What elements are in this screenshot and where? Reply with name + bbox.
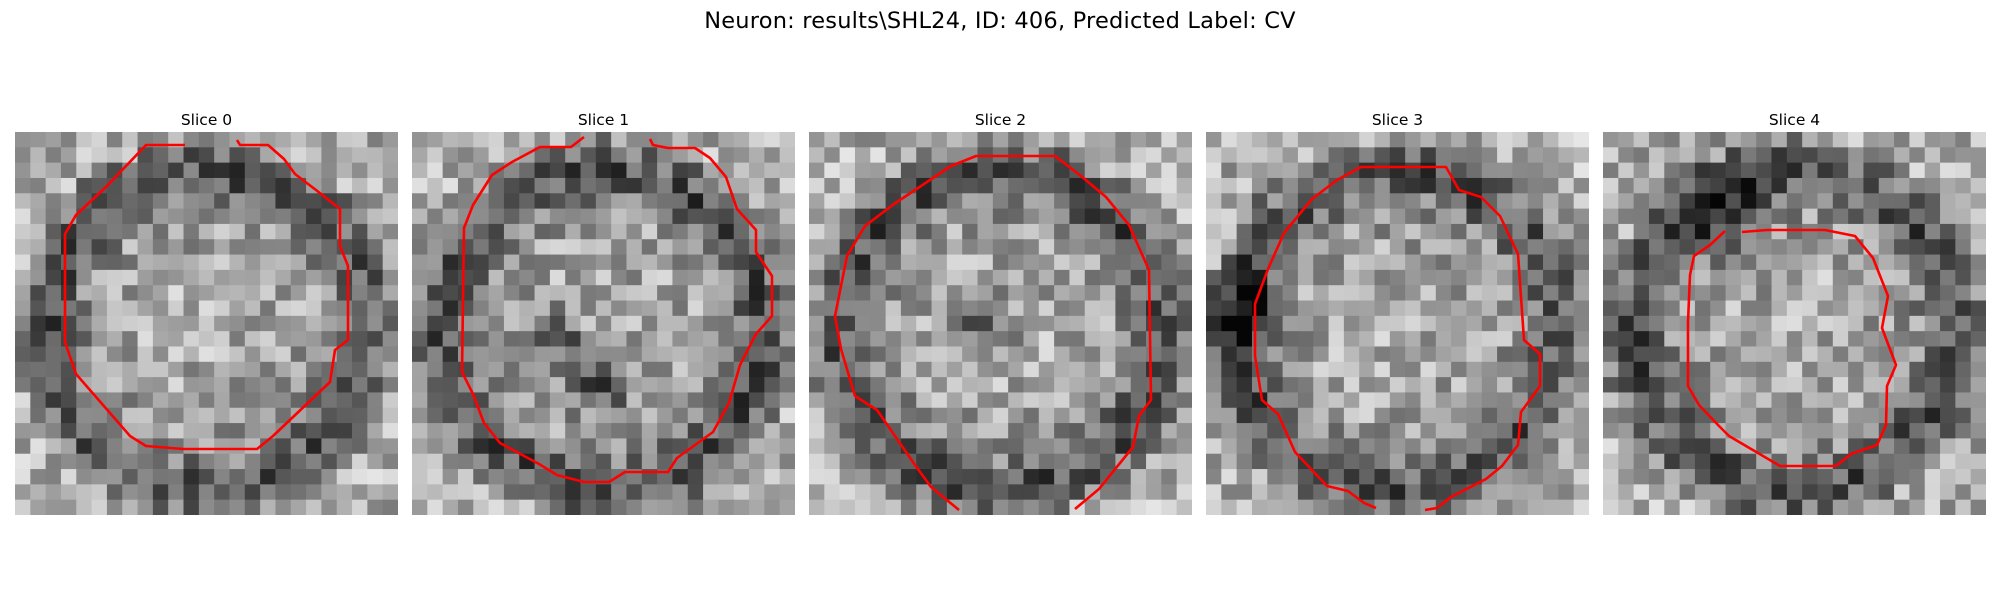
slice-image [1603, 132, 1986, 515]
grayscale-pixel-grid [1603, 132, 1986, 515]
slice-panel-3: Slice 3 [1206, 109, 1589, 515]
slice-image [412, 132, 795, 515]
slice-panel-1: Slice 1 [412, 109, 795, 515]
contour-line [63, 139, 350, 451]
slice-title: Slice 4 [1768, 111, 1821, 129]
slice-image [1206, 132, 1589, 515]
grayscale-pixel-grid [1206, 132, 1589, 515]
contour-line [1686, 228, 1898, 468]
slice-panel-4: Slice 4 [1603, 109, 1986, 515]
slice-title: Slice 3 [1371, 111, 1424, 129]
slice-image [809, 132, 1192, 515]
grayscale-pixel-grid [412, 132, 795, 515]
figure-title: Neuron: results\SHL24, ID: 406, Predicte… [704, 8, 1296, 34]
slice-title: Slice 0 [180, 111, 233, 129]
grayscale-pixel-grid [15, 132, 398, 515]
contour-line [1253, 165, 1542, 512]
grayscale-pixel-grid [809, 132, 1192, 515]
contour-line [833, 154, 1153, 512]
slice-panel-2: Slice 2 [809, 109, 1192, 515]
slice-panel-0: Slice 0 [15, 109, 398, 515]
slice-title: Slice 2 [974, 111, 1027, 129]
contour-line [460, 135, 774, 484]
slice-image [15, 132, 398, 515]
slice-title: Slice 1 [577, 111, 630, 129]
